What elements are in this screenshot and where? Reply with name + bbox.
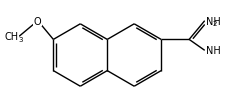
Text: 3: 3 — [18, 36, 23, 42]
Text: CH: CH — [4, 32, 18, 42]
Text: NH: NH — [206, 46, 220, 56]
Text: O: O — [34, 17, 42, 26]
Text: 2: 2 — [213, 21, 217, 27]
Text: NH: NH — [206, 17, 220, 26]
